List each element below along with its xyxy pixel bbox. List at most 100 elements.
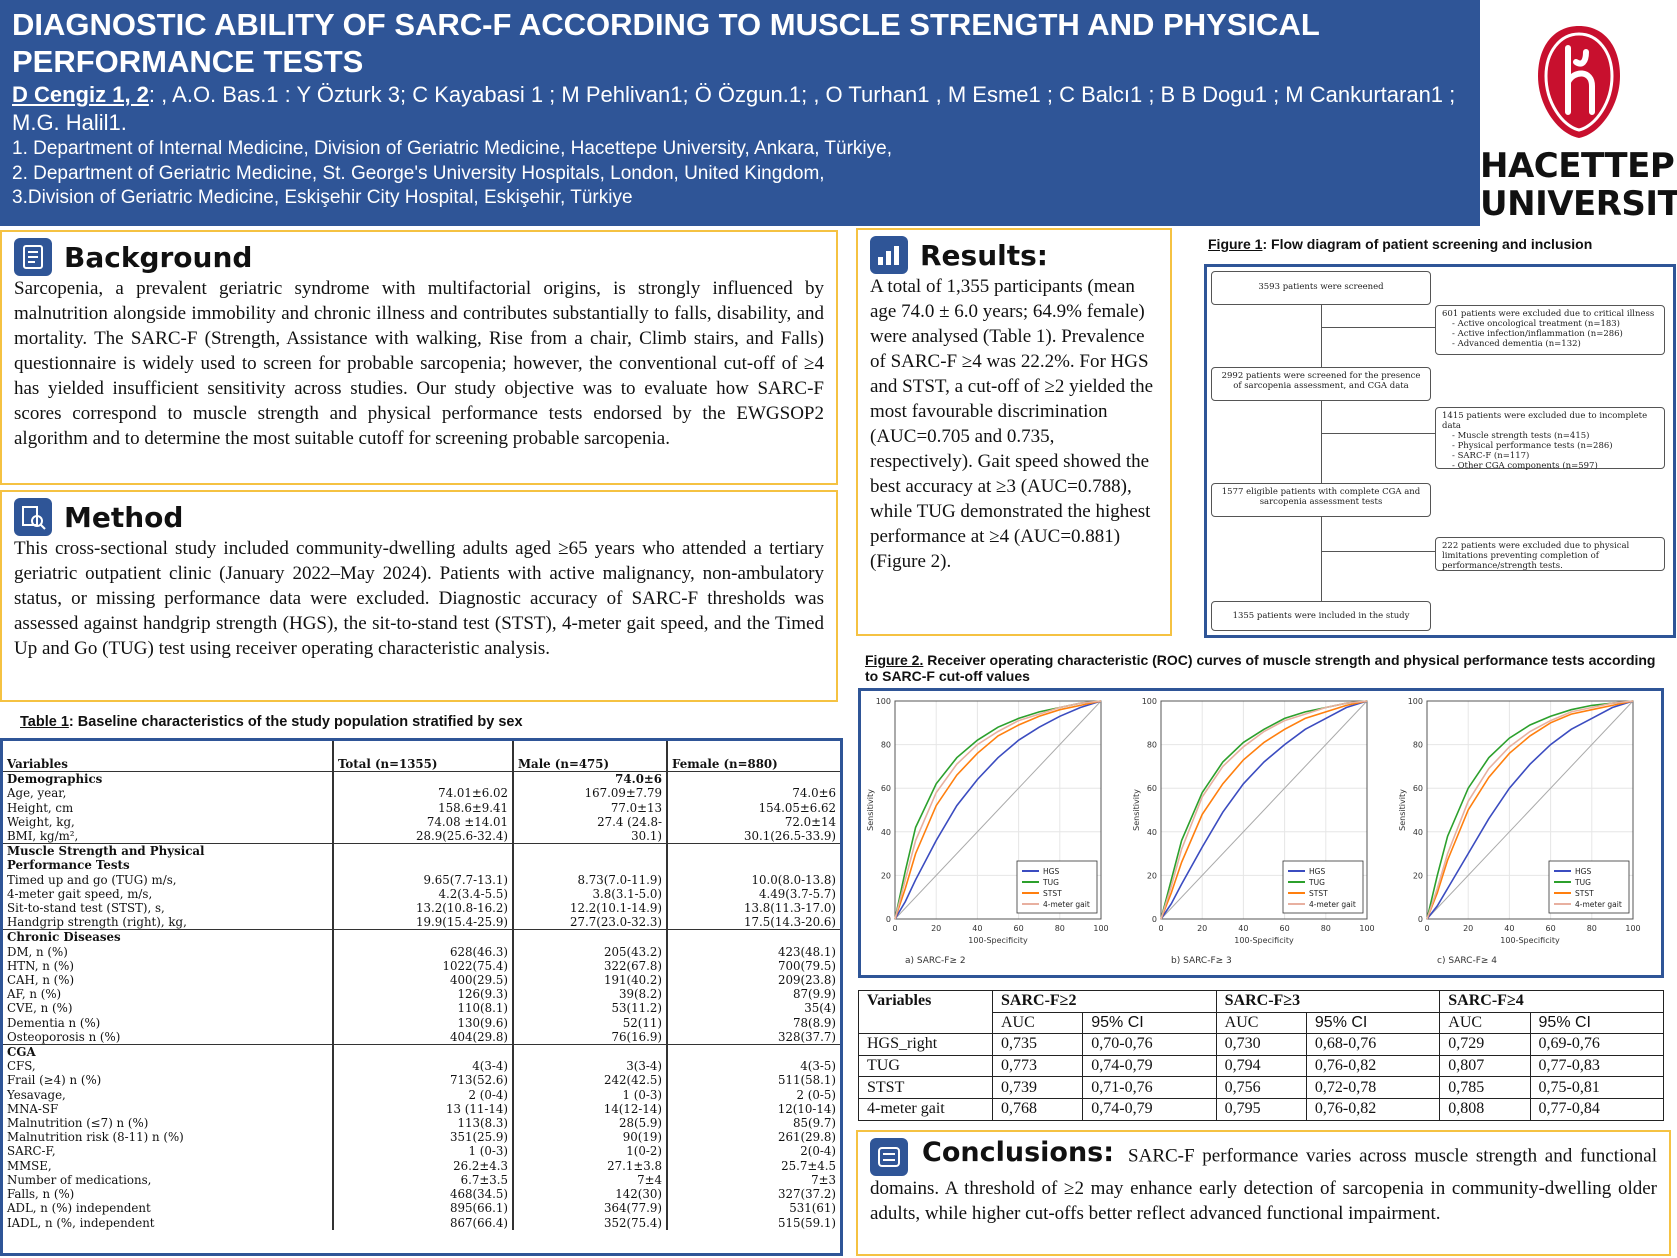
background-heading: Background bbox=[64, 240, 253, 274]
legend-entry: HGS bbox=[1309, 867, 1325, 876]
table1-row: MMSE, 26.2±4.3 27.1±3.8 25.7±4.5 bbox=[3, 1158, 840, 1173]
table1-category-row: Demographics 74.0±6 bbox=[3, 771, 840, 787]
table1-cell-value: 867(66.4) bbox=[333, 1215, 514, 1230]
flow-branch-1 bbox=[1321, 327, 1541, 328]
table1-cell-value: 110(8.1) bbox=[333, 1001, 514, 1016]
table1-row: Yesavage, 2 (0-4) 1 (0-3) 2 (0-5) bbox=[3, 1087, 840, 1102]
conclusions-text: SARC-F performance varies across muscle … bbox=[870, 1145, 1657, 1224]
table1-cell-value: 352(75.4) bbox=[513, 1215, 668, 1230]
hacettepe-crest-icon bbox=[1537, 26, 1620, 138]
table1-label: Table 1 bbox=[20, 714, 69, 730]
table1-cell-label: DM, n (%) bbox=[3, 944, 334, 959]
roc-panel: 00 20 20 40 40 60 60 80 80 100 100 HGS TUG STST 4-mete… bbox=[1398, 697, 1641, 966]
auc-cell-value: 0,77-0,84 bbox=[1529, 1097, 1665, 1121]
plot-frame bbox=[1426, 700, 1634, 920]
figure1-caption: Figure 1: Flow diagram of patient screen… bbox=[1208, 236, 1592, 252]
table1-cell-value: 8.73(7.0-11.9) bbox=[513, 872, 668, 887]
x-tick-label: 60 bbox=[1546, 924, 1556, 933]
table1-cell-value bbox=[667, 843, 840, 859]
figure2-caption: Figure 2. Receiver operating characteris… bbox=[865, 652, 1665, 684]
flow-diagram: 3593 patients were screened 601 patients… bbox=[1204, 264, 1676, 638]
legend-entry: STST bbox=[1043, 889, 1062, 898]
results-text: A total of 1,355 participants (mean age … bbox=[870, 276, 1154, 572]
table1-row: AF, n (%) 126(9.3) 39(8.2) 87(9.9) bbox=[3, 987, 840, 1002]
table1-cell-value: 74.0±6 bbox=[513, 771, 668, 787]
x-tick-label: 40 bbox=[1238, 924, 1248, 933]
table1-cell-value: 628(46.3) bbox=[333, 944, 514, 959]
table1-cell-value bbox=[513, 843, 668, 859]
logo-line-2: UNIVERSITY bbox=[1480, 184, 1677, 224]
y-axis-label: Sensitivity bbox=[866, 789, 875, 831]
table1-cell-value: 322(67.8) bbox=[513, 958, 668, 974]
auc-cell-value: 0,74-0,79 bbox=[1082, 1054, 1217, 1078]
table1-cell-label: Performance Tests bbox=[3, 858, 334, 873]
table1-cell-value: 25.7±4.5 bbox=[781, 1158, 836, 1173]
auc-cell-value: 0,69-0,76 bbox=[1529, 1033, 1665, 1056]
table1-header: Total (n=1355) bbox=[333, 741, 514, 773]
flow-box-exclusion-2: 1415 patients were excluded due to incom… bbox=[1435, 407, 1665, 471]
y-tick-label: 100 bbox=[876, 697, 891, 706]
table1-cell-label: Osteoporosis n (%) bbox=[3, 1029, 334, 1045]
y-tick-label: 60 bbox=[881, 784, 891, 793]
exclusion-2-item: - SARC-F (n=117) bbox=[1452, 451, 1530, 461]
auc-cell-value: 0,785 bbox=[1439, 1076, 1531, 1099]
table1-cell-value: 713(52.6) bbox=[333, 1073, 514, 1088]
analysis-icon bbox=[14, 498, 52, 536]
table1-category-row: Performance Tests bbox=[3, 858, 840, 873]
roc-series-line bbox=[1426, 700, 1634, 920]
table1-cell-value: 13 (11-14) bbox=[333, 1101, 514, 1117]
auc-cell-value: 0,730 bbox=[1215, 1033, 1307, 1056]
reference-diagonal bbox=[894, 700, 1102, 920]
table1-cell-label: Malnutrition risk (8-11) n (%) bbox=[3, 1130, 334, 1145]
auc-sub-header: 95% CI bbox=[1082, 1011, 1217, 1035]
y-tick-label: 100 bbox=[1142, 697, 1157, 706]
flow-box-eligible: 1577 eligible patients with complete CGA… bbox=[1211, 483, 1431, 517]
x-tick-label: 100 bbox=[1359, 924, 1374, 933]
table1-cell-value: 511(58.1) bbox=[778, 1073, 836, 1088]
author-list: D Cengiz 1, 2: , A.O. Bas.1 : Y Özturk 3… bbox=[12, 81, 1468, 137]
y-tick-label: 20 bbox=[1147, 871, 1157, 880]
table1-cell-value: 2 (0-4) bbox=[333, 1087, 514, 1102]
table1-cell-value: 4.2(3.4-5.5) bbox=[333, 886, 514, 902]
auc-cell-value: 0,76-0,82 bbox=[1305, 1054, 1441, 1078]
table1-cell-value: 209(23.8) bbox=[778, 973, 836, 988]
table1-cell-value: 1 (0-3) bbox=[333, 1144, 514, 1159]
panel-title: a) SARC-F≥ 2 bbox=[905, 956, 966, 966]
table1-cell-value: 13.8(11.3-17.0) bbox=[744, 901, 836, 916]
y-tick-label: 100 bbox=[1408, 697, 1423, 706]
legend-entry: TUG bbox=[1574, 878, 1591, 887]
x-tick-label: 100 bbox=[1625, 924, 1640, 933]
poster-header: DIAGNOSTIC ABILITY OF SARC-F ACCORDING T… bbox=[0, 0, 1480, 226]
x-tick-label: 20 bbox=[1197, 924, 1207, 933]
table1-cell-label: BMI, kg/m², bbox=[3, 829, 334, 844]
auc-cell-value: 0,807 bbox=[1439, 1054, 1531, 1078]
table1-row: Dementia n (%) 130(9.6) 52(11) 78(8.9) bbox=[3, 1015, 840, 1030]
y-tick-label: 0 bbox=[1152, 915, 1157, 924]
table1-cell-value: 328(37.7) bbox=[778, 1029, 836, 1044]
table1-cell-value: 27.7(23.0-32.3) bbox=[513, 915, 668, 930]
table1-row: HTN, n (%) 1022(75.4) 322(67.8) 700(79.5) bbox=[3, 958, 840, 974]
roc-series-line bbox=[1426, 700, 1634, 920]
table1-cell-label: Number of medications, bbox=[3, 1172, 334, 1188]
affiliation-2: 2. Department of Geriatric Medicine, St.… bbox=[12, 162, 825, 184]
legend-entry: TUG bbox=[1308, 878, 1325, 887]
table1-cell-value bbox=[513, 1044, 668, 1060]
table1-cell-label: MNA-SF bbox=[3, 1101, 334, 1117]
exclusion-2-item: - Other CGA components (n=597) bbox=[1452, 461, 1598, 471]
background-text: Sarcopenia, a prevalent geriatric syndro… bbox=[14, 278, 824, 449]
table1-cell-value: 327(37.2) bbox=[778, 1187, 836, 1202]
results-heading: Results: bbox=[920, 238, 1048, 272]
table1-cell-label: HTN, n (%) bbox=[3, 958, 334, 974]
table1-cell-label: Frail (≥4) n (%) bbox=[3, 1073, 334, 1088]
auc-group-header: SARC-F≥3 bbox=[1215, 990, 1441, 1013]
x-axis-label: 100-Specificity bbox=[968, 936, 1028, 945]
figure1-label: Figure 1 bbox=[1208, 236, 1263, 252]
auc-sub-header: AUC bbox=[1215, 1011, 1307, 1035]
x-tick-label: 100 bbox=[1093, 924, 1108, 933]
conclusions-paragraph: Conclusions: SARC-F performance varies ac… bbox=[870, 1138, 1657, 1226]
table1-cell-label: Age, year, bbox=[3, 786, 334, 801]
legend-entry: 4-meter gait bbox=[1309, 900, 1356, 909]
table1-cell-value: 191(40.2) bbox=[513, 973, 668, 988]
x-tick-label: 0 bbox=[892, 924, 897, 933]
exclusion-1-item: - Active oncological treatment (n=183) bbox=[1452, 319, 1620, 329]
